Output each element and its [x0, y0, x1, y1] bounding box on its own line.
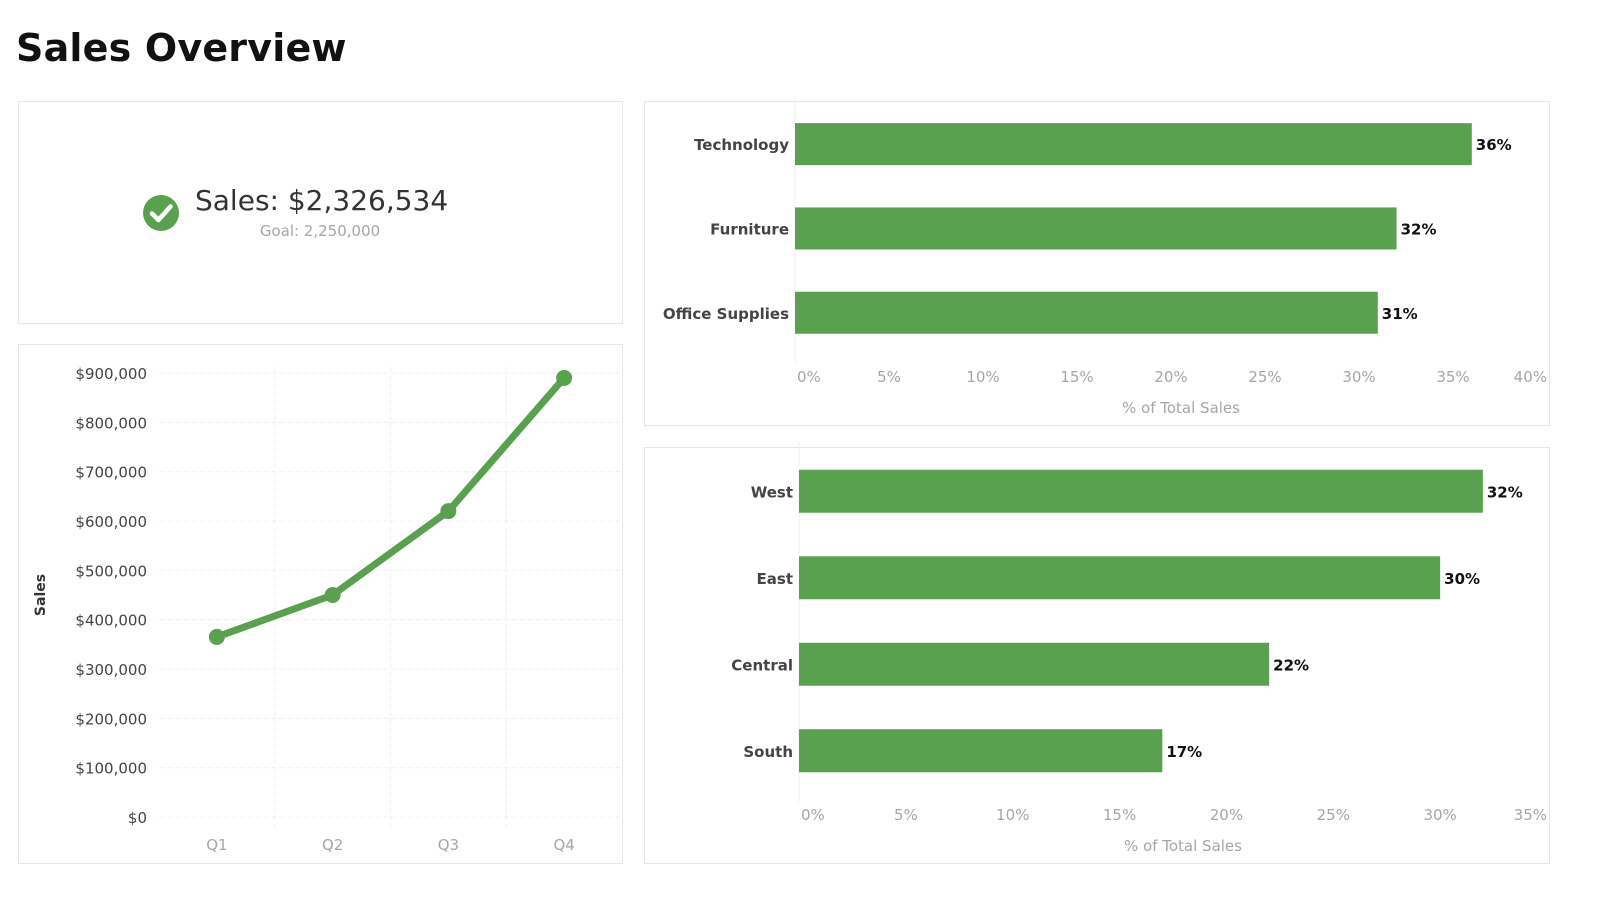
category-share-bar-chart: Technology 36% Furniture 32% Office Supplies… [644, 96, 1550, 426]
bar-value-label: 30% [1444, 570, 1480, 588]
bar-value-label: 32% [1401, 220, 1437, 238]
y-axis-title: Sales [33, 574, 49, 616]
bar [799, 469, 1483, 513]
sales-point [440, 503, 457, 520]
x-tick-label: 30% [1342, 368, 1375, 386]
x-tick-label: 10% [966, 368, 999, 386]
bar [799, 729, 1163, 773]
x-tick-label: 25% [1248, 368, 1281, 386]
category-label: West [751, 483, 793, 501]
bar [795, 291, 1378, 334]
x-axis-title: % of Total Sales [1124, 837, 1242, 855]
x-tick-label: 5% [877, 368, 901, 386]
bar [799, 642, 1270, 686]
x-tick-label: Q3 [438, 836, 459, 854]
x-tick-label: 20% [1154, 368, 1187, 386]
bar-value-label: 36% [1476, 136, 1512, 154]
y-tick-label: $300,000 [75, 661, 147, 679]
x-tick-label: 20% [1210, 806, 1243, 824]
y-tick-label: $400,000 [75, 612, 147, 630]
y-tick-label: $700,000 [75, 464, 147, 482]
sales-line [213, 374, 568, 641]
region-bar-chart-canvas: West 32% East 30% Central 22% South 17% 0% 5% 10% 1… [731, 442, 1547, 855]
check-circle-icon [143, 195, 179, 231]
x-tick-label: Q1 [206, 836, 227, 854]
sales-point [556, 369, 573, 386]
x-tick-label: 5% [894, 806, 918, 824]
y-tick-label: $800,000 [75, 414, 147, 432]
x-tick-label: 0% [801, 806, 825, 824]
category-label: Technology [694, 136, 789, 154]
x-axis-title: % of Total Sales [1122, 399, 1240, 417]
category-label: Central [731, 656, 793, 674]
y-tick-label: $600,000 [75, 513, 147, 531]
category-bar-chart-canvas: Technology 36% Furniture 32% Office Supplies… [663, 96, 1547, 417]
category-label: Office Supplies [663, 305, 789, 323]
sales-point [324, 587, 341, 603]
category-label: East [757, 570, 793, 588]
x-tick-label: Q2 [322, 836, 343, 854]
x-tick-label: 30% [1423, 806, 1456, 824]
x-tick-label: 35% [1436, 368, 1469, 386]
sales-point [208, 628, 225, 645]
y-tick-label: $200,000 [75, 710, 147, 728]
bar [795, 207, 1397, 250]
x-tick-label: 15% [1103, 806, 1136, 824]
x-tick-label: 35% [1514, 806, 1547, 824]
bar-value-label: 17% [1166, 743, 1202, 761]
x-tick-label: 25% [1317, 806, 1350, 824]
y-tick-label: $500,000 [75, 562, 147, 580]
x-tick-label: 10% [996, 806, 1029, 824]
y-tick-label: $100,000 [75, 760, 147, 778]
bar [799, 556, 1441, 600]
quarterly-sales-line-chart: $0 $100,000 $200,000 $300,000 $400,000 $500,0… [18, 344, 623, 864]
category-label: Furniture [710, 220, 789, 238]
bar-value-label: 31% [1382, 305, 1418, 323]
bar-value-label: 32% [1487, 483, 1523, 501]
y-tick-label: $900,000 [75, 365, 147, 383]
x-tick-label: Q4 [553, 836, 574, 854]
x-tick-label: 0% [797, 368, 821, 386]
x-tick-label: 40% [1514, 368, 1547, 386]
x-tick-label: 15% [1060, 368, 1093, 386]
bar [795, 123, 1472, 166]
page-title: Sales Overview [16, 26, 347, 70]
kpi-goal-text: Goal: 2,250,000 [259, 222, 381, 240]
bar-value-label: 22% [1273, 656, 1309, 674]
kpi-sales-value: Sales: $2,326,534 [195, 184, 449, 217]
y-tick-label: $0 [128, 809, 147, 827]
sales-kpi-card: Sales: $2,326,534 Goal: 2,250,000 [18, 101, 623, 324]
region-share-bar-chart: West 32% East 30% Central 22% South 17% 0% 5% 10% 1… [644, 442, 1550, 864]
category-label: South [743, 743, 793, 761]
line-chart-canvas: $0 $100,000 $200,000 $300,000 $400,000 $500,0… [33, 365, 622, 854]
